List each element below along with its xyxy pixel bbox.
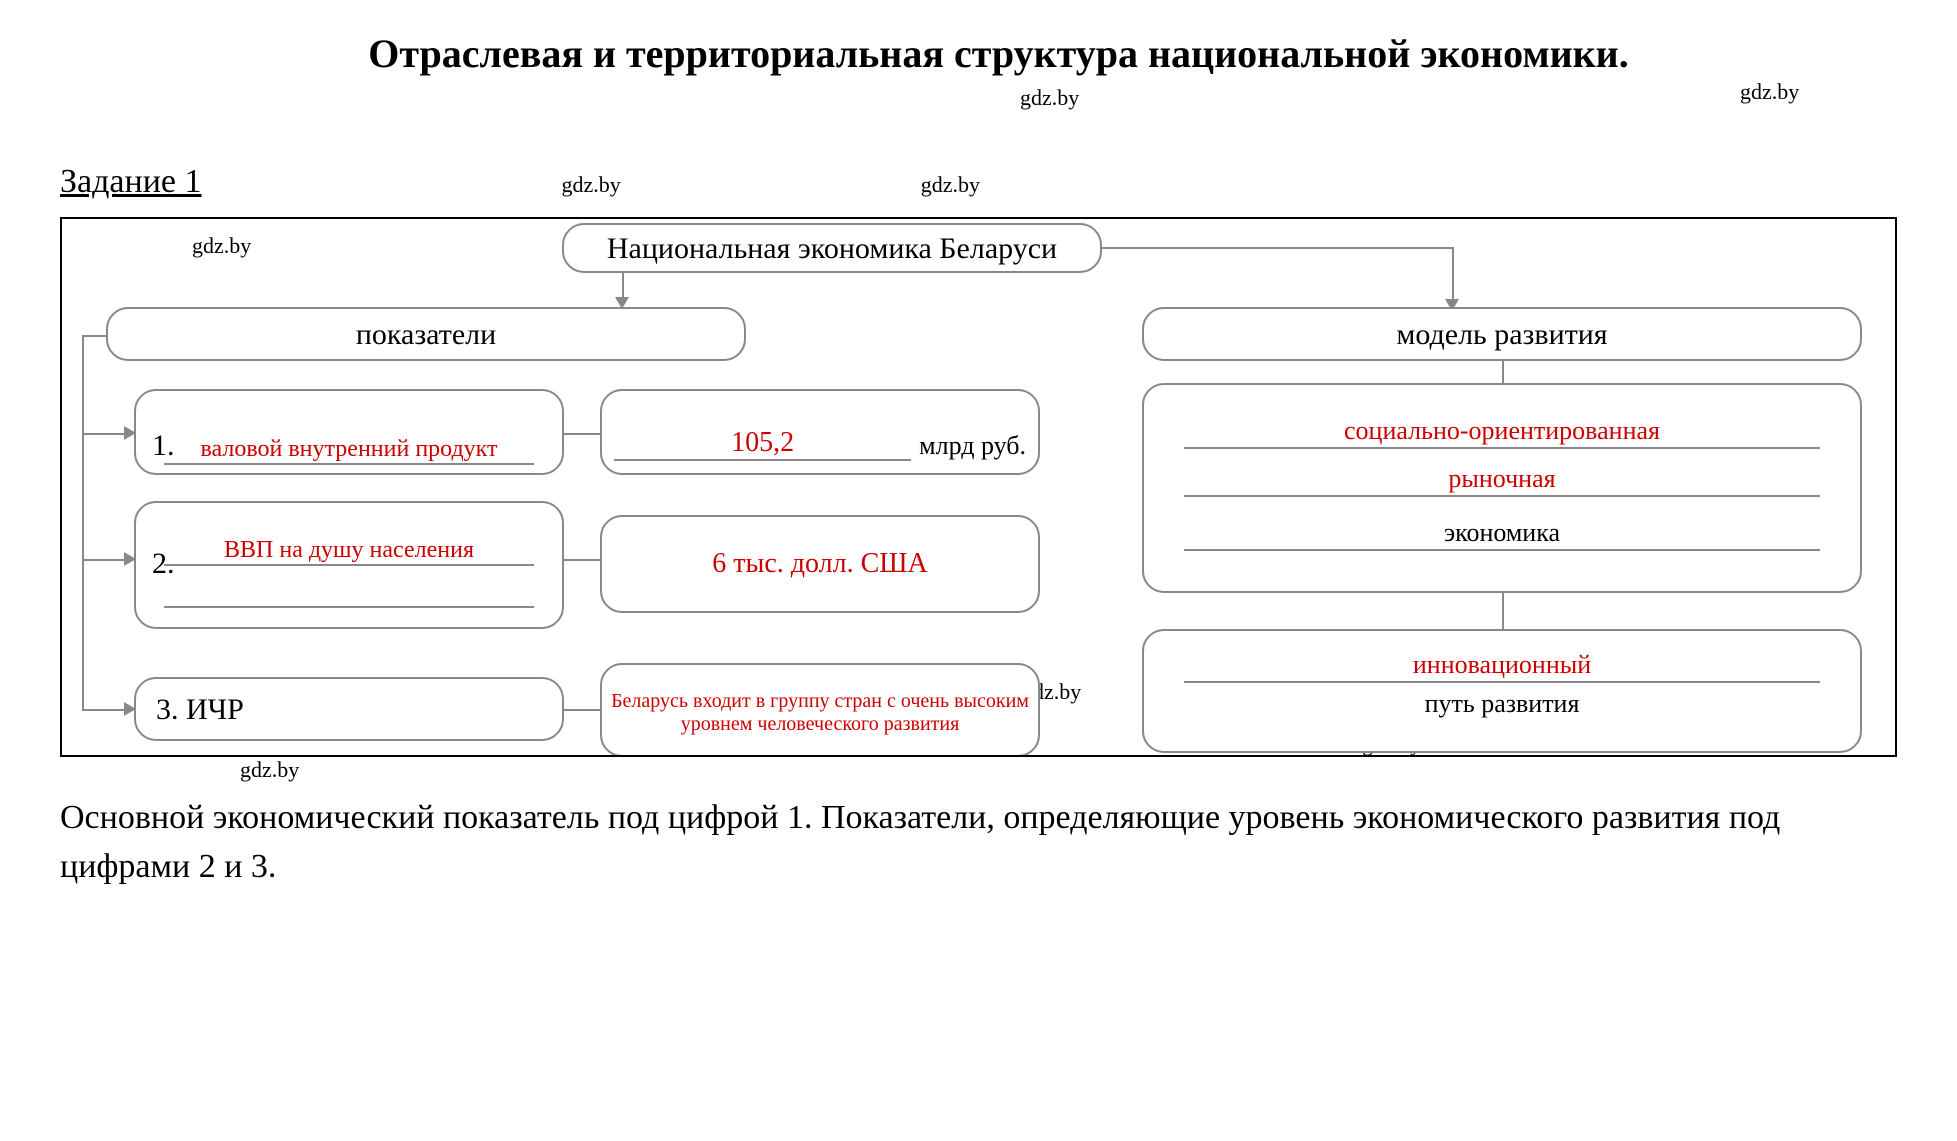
row3-mid-node: Беларусь входит в группу стран с очень в… [600, 663, 1040, 757]
watermark: gdz.by [240, 757, 299, 783]
connector [564, 709, 600, 711]
right-box1-node: социально-ориентированная рыночная эконо… [1142, 383, 1862, 593]
connector [82, 559, 126, 561]
connector [1102, 247, 1452, 249]
row2-mid-red: 6 тыс. долл. США [712, 548, 927, 580]
watermark: gdz.by [1020, 85, 1079, 111]
watermark-row-top: gdz.by gdz.by [60, 85, 1897, 113]
right-box2-node: инновационный путь развития [1142, 629, 1862, 753]
row2-num: 2. [152, 547, 175, 581]
row3-num-label: 3. ИЧР [156, 693, 244, 726]
connector [82, 709, 126, 711]
left-header-node: показатели [106, 307, 746, 361]
row1-mid-suffix: млрд руб. [919, 431, 1026, 461]
connector [564, 433, 600, 435]
row1-num: 1. [152, 429, 175, 463]
right-box1-line1: социально-ориентированная [1344, 416, 1660, 446]
root-node: Национальная экономика Беларуси [562, 223, 1102, 273]
row1-mid-red: 105,2 [731, 427, 794, 459]
watermark: gdz.by [1740, 79, 1799, 105]
right-box2-line1: инновационный [1413, 650, 1591, 680]
page-title: Отраслевая и территориальная структура н… [60, 30, 1897, 77]
row1-left-red: валовой внутренний продукт [200, 437, 497, 462]
row3-mid-red: Беларусь входит в группу стран с очень в… [610, 690, 1030, 736]
connector [1502, 593, 1504, 629]
right-box1-suffix: экономика [1444, 518, 1560, 548]
row3-left-node: 3. ИЧР [134, 677, 564, 741]
row2-left-red: ВВП на душу населения [224, 538, 474, 563]
root-label: Национальная экономика Беларуси [607, 232, 1057, 265]
connector [564, 559, 600, 561]
footer-text: Основной экономический показатель под ци… [60, 793, 1897, 892]
right-header-label: модель развития [1396, 318, 1607, 351]
connector [82, 335, 106, 337]
connector [82, 433, 126, 435]
underline [164, 576, 534, 608]
watermark: gdz.by [921, 172, 980, 198]
connector [622, 273, 624, 299]
underline [164, 462, 534, 465]
right-box1-line2: рыночная [1448, 464, 1555, 494]
row2-mid-node: 6 тыс. долл. США [600, 515, 1040, 613]
watermark: gdz.by [192, 233, 251, 259]
task-label: Задание 1 [60, 163, 202, 201]
task-row: Задание 1 gdz.by gdz.by [60, 163, 1897, 201]
row1-left-node: 1. валовой внутренний продукт [134, 389, 564, 475]
diagram-frame: gdz.by gdz.by gdz.by gdz.by gdz.by gdz.b… [60, 217, 1897, 757]
row1-mid-node: 105,2 млрд руб. [600, 389, 1040, 475]
connector [1452, 247, 1454, 301]
right-box2-suffix: путь развития [1425, 689, 1580, 718]
left-header-label: показатели [356, 318, 496, 351]
footer-watermark-row: gdz.by [60, 757, 1897, 787]
connector [1502, 361, 1504, 383]
row2-left-node: 2. ВВП на душу населения [134, 501, 564, 629]
connector [82, 335, 84, 711]
right-header-node: модель развития [1142, 307, 1862, 361]
watermark: gdz.by [562, 172, 621, 198]
